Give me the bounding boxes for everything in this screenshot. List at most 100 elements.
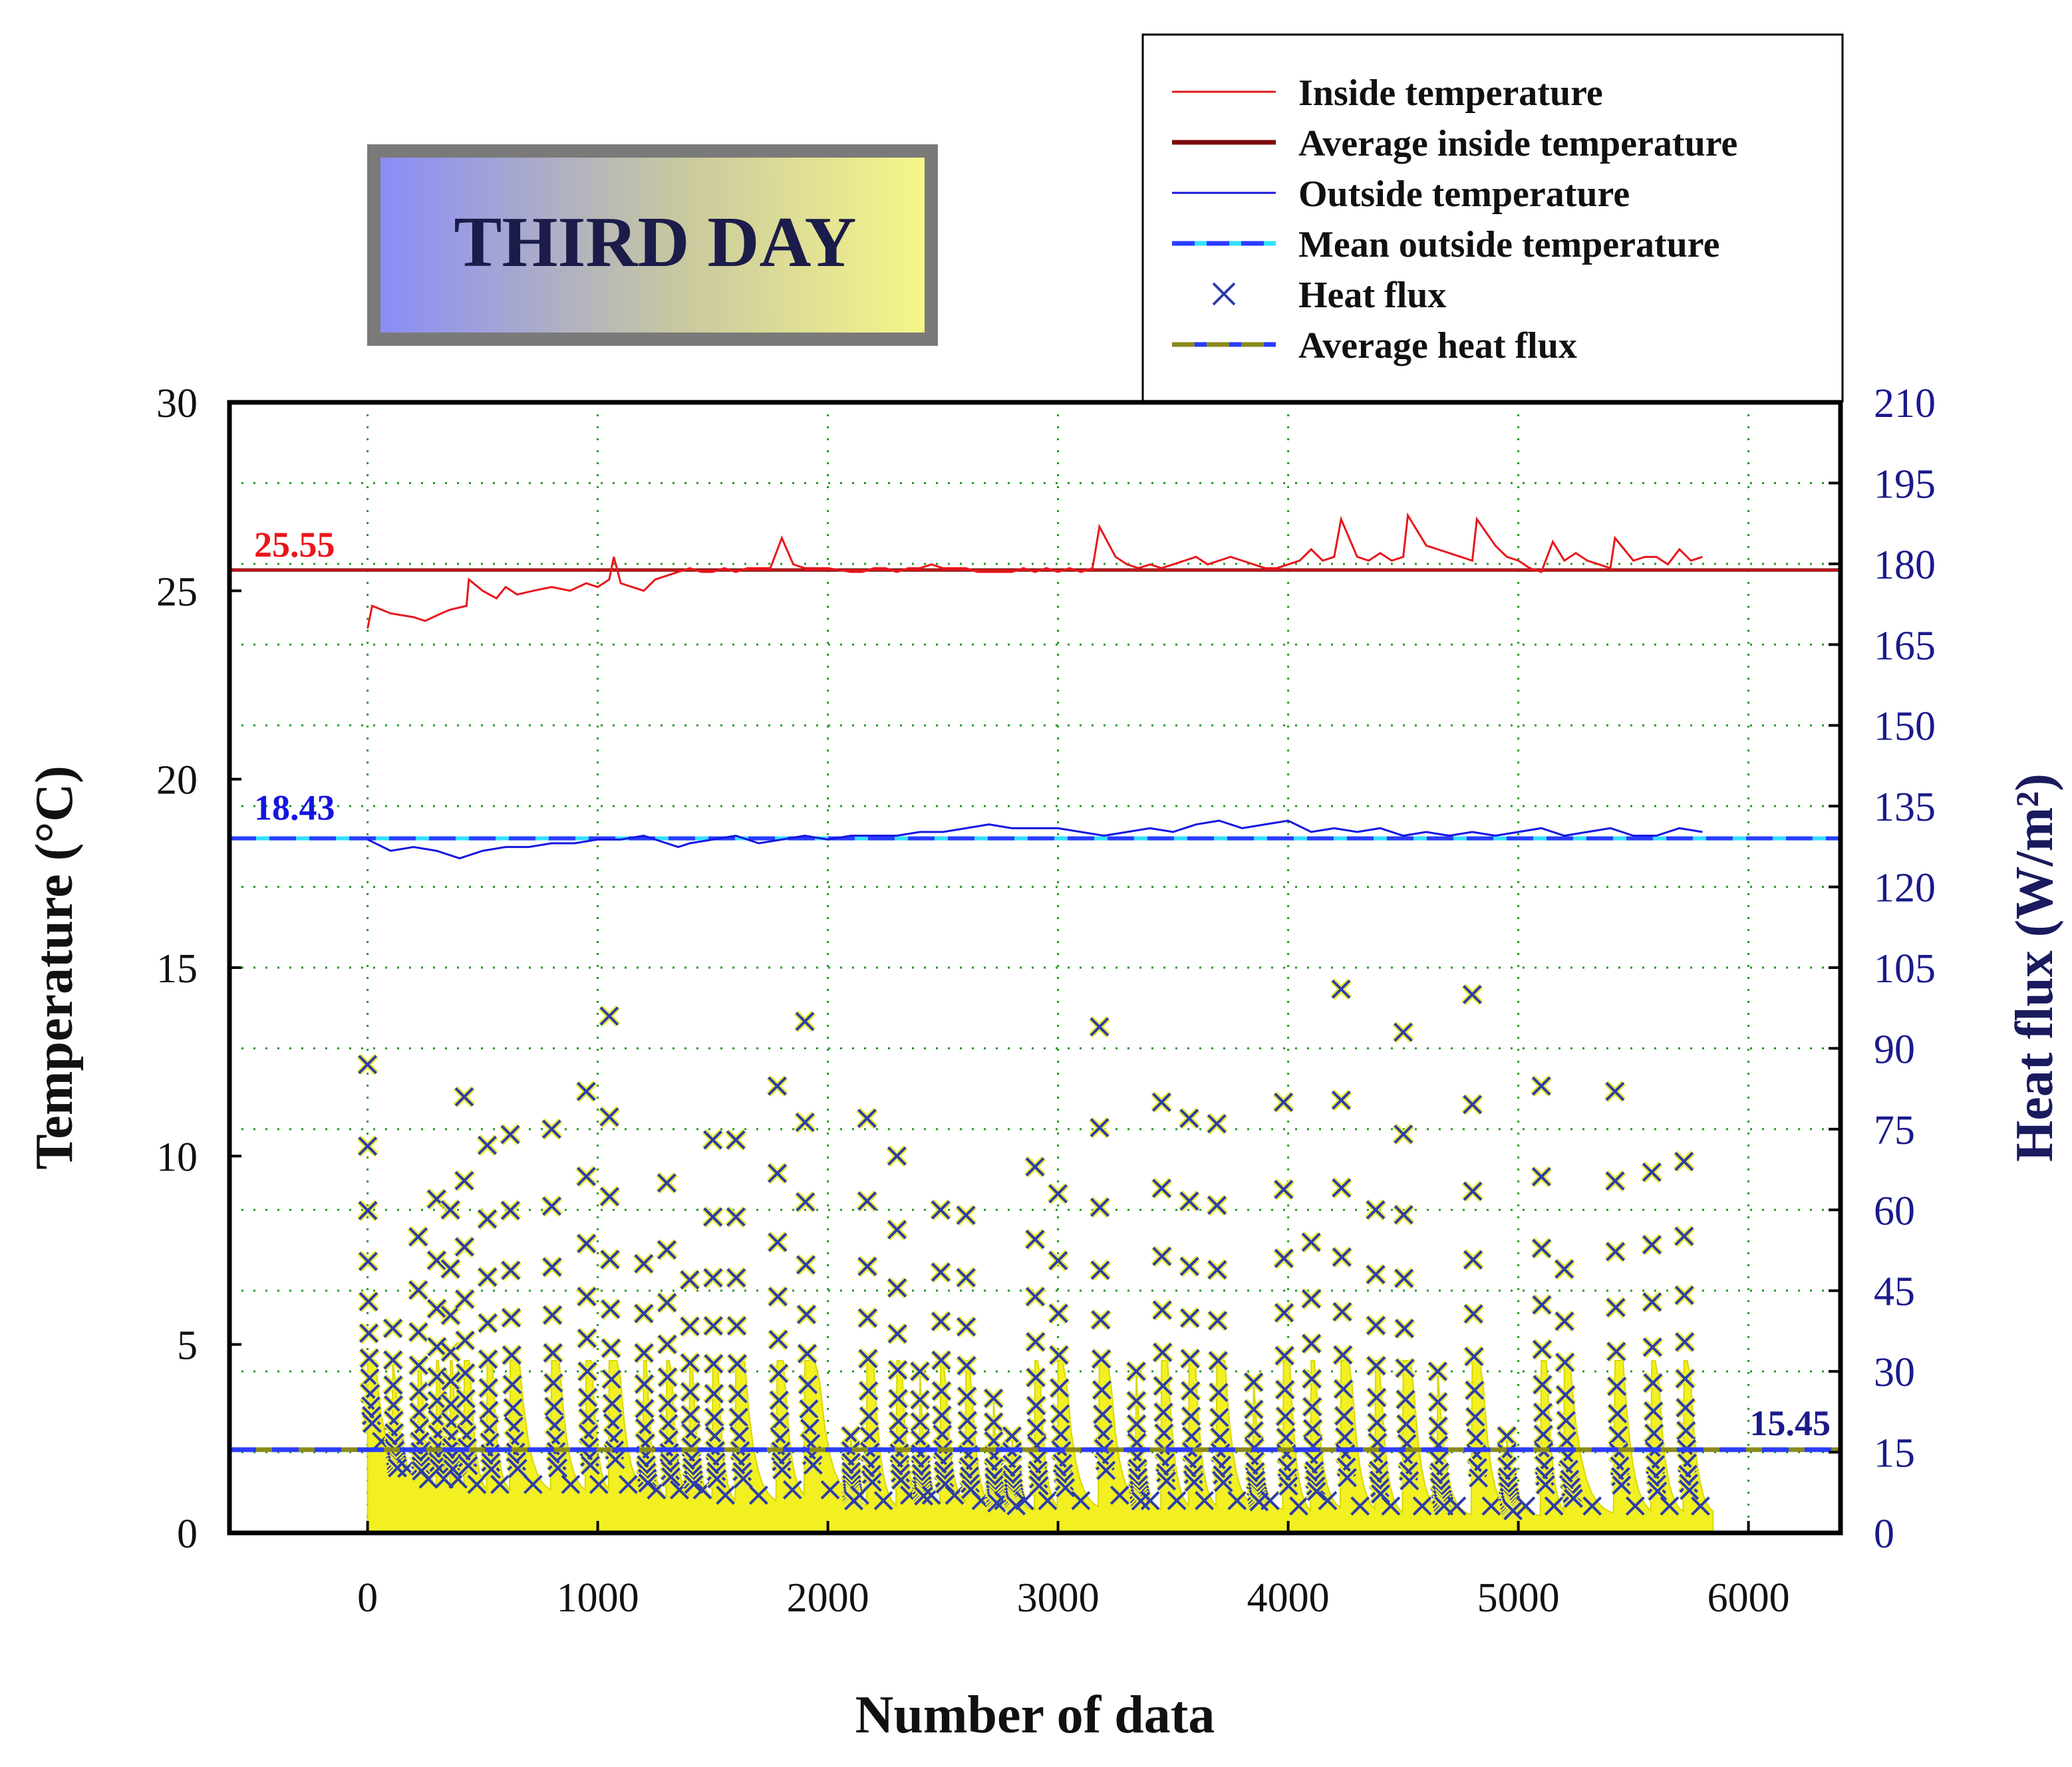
heat-flux-point (1463, 1303, 1485, 1325)
heat-flux-point (1110, 1485, 1129, 1505)
heat-flux-marker (383, 1375, 403, 1395)
heat-flux-marker (1331, 979, 1351, 999)
heat-flux-point (500, 1307, 522, 1329)
heat-flux-marker (732, 1462, 752, 1482)
heat-flux-marker (657, 1240, 676, 1260)
heat-flux-marker (957, 1356, 976, 1375)
heat-flux-marker (704, 1384, 724, 1404)
heat-flux-marker (1179, 1256, 1199, 1276)
heat-flux-point (725, 1267, 748, 1289)
heat-flux-marker (456, 1389, 476, 1409)
heat-flux-marker (795, 1012, 815, 1031)
heat-flux-marker (508, 1458, 527, 1478)
heat-flux-point (678, 1315, 701, 1337)
heat-flux-marker (703, 1130, 723, 1150)
heat-flux-point (633, 1373, 655, 1395)
heat-flux-point (1206, 1194, 1228, 1216)
heat-flux-point (1535, 1474, 1556, 1496)
heat-flux-marker (1050, 1404, 1070, 1424)
heat-flux-marker (1302, 1369, 1322, 1389)
heat-flux-marker (1152, 1246, 1172, 1266)
heat-flux-marker (1302, 1333, 1322, 1353)
y-right-tick-label: 135 (1874, 785, 1936, 830)
heat-flux-marker (502, 1375, 522, 1395)
heat-flux-point (1304, 1475, 1327, 1497)
heat-flux-point (1412, 1496, 1432, 1516)
heat-flux-point (794, 1010, 816, 1033)
heat-flux-point (1365, 1264, 1387, 1286)
y-left-tick-label: 20 (156, 758, 198, 803)
heat-flux-marker (1395, 1358, 1415, 1378)
heat-flux-marker (1332, 1178, 1352, 1198)
heat-flux-marker (1648, 1481, 1668, 1501)
heat-flux-marker (1465, 1407, 1485, 1427)
heat-flux-point (1273, 1345, 1296, 1367)
heat-flux-marker (1366, 1315, 1386, 1335)
heat-flux-point (599, 1248, 621, 1270)
heat-flux-point (1024, 1286, 1046, 1307)
heat-flux-point (440, 1258, 462, 1280)
heat-flux-point (679, 1352, 701, 1374)
heat-flux-point (1331, 1301, 1354, 1323)
heat-flux-point (426, 1297, 448, 1319)
heat-flux-point (357, 1250, 379, 1272)
heat-flux-point (1427, 1415, 1449, 1437)
heat-flux-point (407, 1321, 430, 1343)
heat-flux-marker (1306, 1482, 1326, 1501)
heat-flux-marker (1338, 1468, 1357, 1488)
heat-flux-point (1531, 1338, 1553, 1361)
heat-flux-point (1531, 1075, 1553, 1097)
heat-flux-point (702, 1206, 724, 1228)
heat-flux-marker (455, 1290, 475, 1309)
heat-flux-point (856, 1107, 878, 1129)
heat-flux-point (426, 1366, 448, 1388)
heat-flux-marker (1394, 1022, 1413, 1042)
heat-flux-point (1516, 1496, 1536, 1516)
heat-flux-point (679, 1381, 701, 1403)
x-tick-label: 2000 (787, 1575, 869, 1621)
heat-flux-marker (1675, 1332, 1695, 1352)
heat-flux-marker (1412, 1496, 1432, 1516)
legend: Inside temperature Average inside tempera… (1141, 33, 1844, 402)
y-right-tick-label: 120 (1874, 866, 1936, 911)
heat-flux-marker (935, 1474, 955, 1494)
heat-flux-point (382, 1317, 404, 1339)
heat-flux-point (1047, 1182, 1069, 1205)
heat-flux-marker (561, 1474, 581, 1494)
heat-flux-marker (1332, 1302, 1352, 1321)
heat-flux-point (768, 1389, 790, 1411)
heat-flux-marker (1497, 1426, 1517, 1446)
legend-label: Mean outside temperature (1298, 224, 1720, 265)
heat-flux-point (1604, 1240, 1626, 1263)
heat-flux-point (1427, 1391, 1449, 1413)
heat-flux-point (357, 1290, 380, 1313)
heat-flux-marker (440, 1259, 460, 1279)
heat-flux-marker (889, 1411, 909, 1431)
heat-flux-marker (957, 1387, 977, 1407)
heat-flux-marker (861, 1464, 881, 1484)
heat-flux-marker (1152, 1300, 1172, 1320)
heat-flux-marker (680, 1382, 700, 1402)
heat-flux-marker (873, 1491, 893, 1510)
heat-flux-point (454, 1288, 476, 1310)
heat-flux-point (1393, 1268, 1415, 1290)
heat-flux-point (477, 1348, 499, 1371)
heat-flux-marker (362, 1406, 381, 1426)
heat-flux-marker (956, 1205, 976, 1225)
heat-flux-point (1151, 1245, 1173, 1268)
heat-flux-point (1461, 984, 1483, 1006)
heat-flux-point (1531, 1166, 1553, 1188)
heat-flux-point (1465, 1427, 1487, 1449)
legend-box (1141, 33, 1844, 402)
heat-flux-marker (1554, 1311, 1574, 1331)
y-right-tick-label: 75 (1874, 1108, 1915, 1153)
heat-flux-point (794, 1111, 816, 1133)
heat-flux-point (794, 1191, 816, 1213)
heat-flux-marker (388, 1458, 407, 1478)
heat-flux-point (890, 1469, 912, 1491)
heat-flux-point (1227, 1491, 1247, 1510)
heat-flux-point (478, 1377, 500, 1399)
legend-item: Inside temperature (1172, 72, 1603, 114)
heat-flux-point (561, 1474, 581, 1494)
heat-flux-marker (733, 1469, 753, 1489)
